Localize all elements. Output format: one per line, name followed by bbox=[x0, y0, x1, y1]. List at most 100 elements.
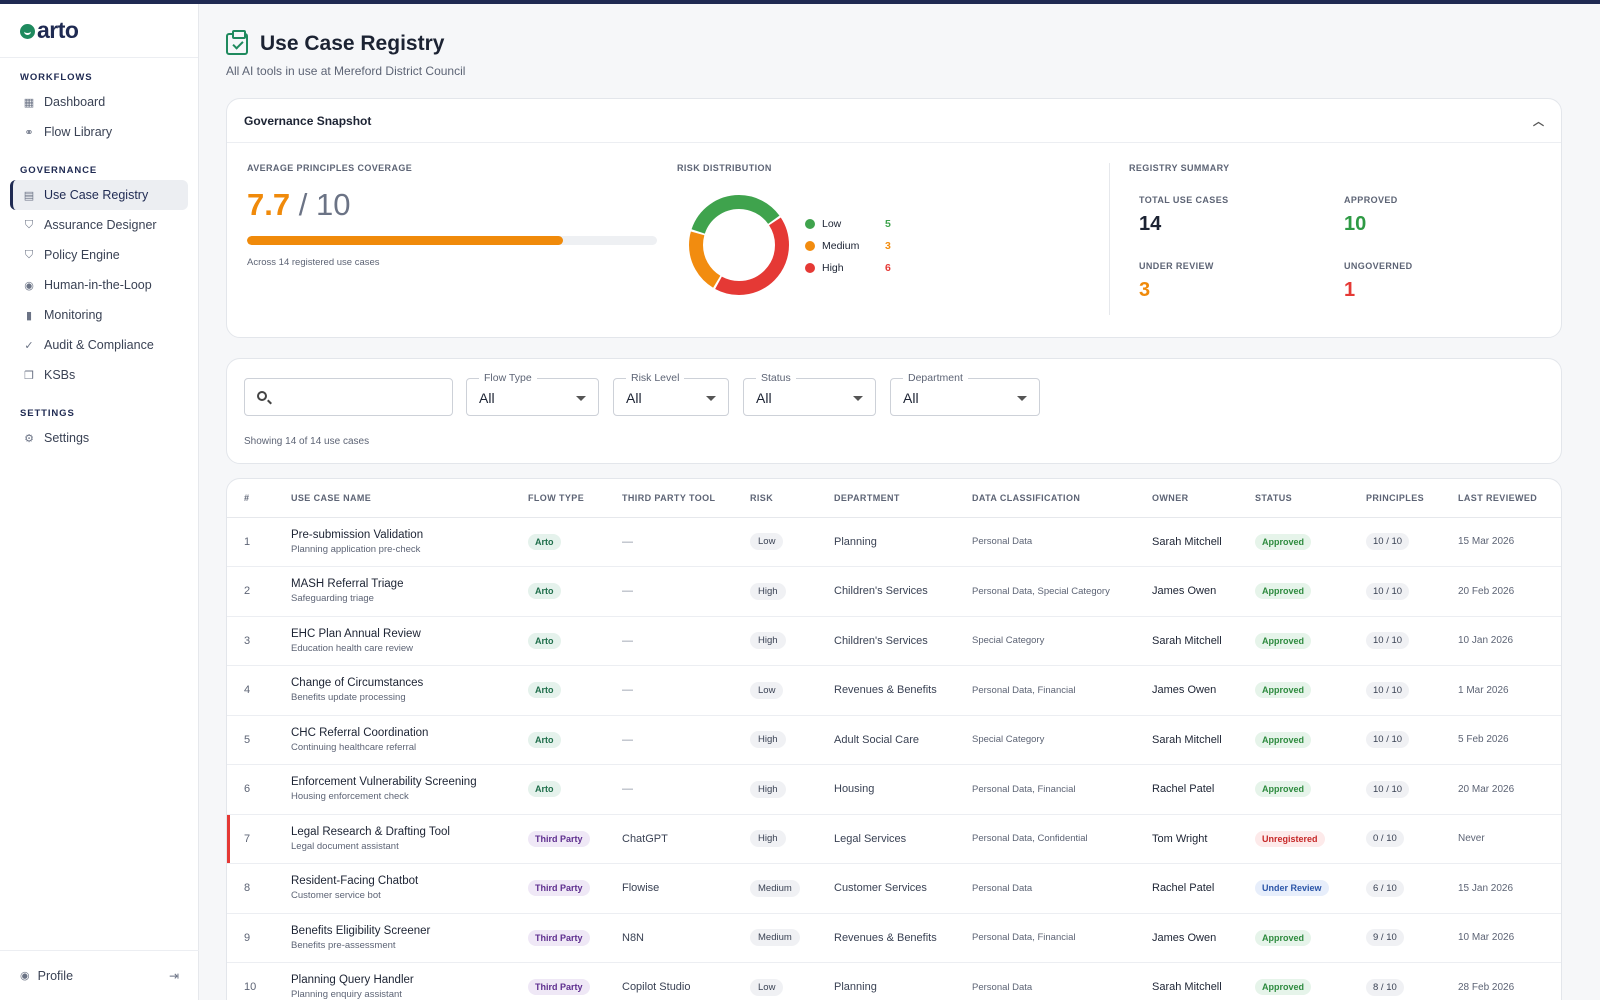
col-header-name[interactable]: USE CASE NAME bbox=[291, 479, 528, 518]
flow-type-badge: Third Party bbox=[528, 979, 590, 996]
use-case-name[interactable]: Resident-Facing Chatbot bbox=[291, 875, 419, 888]
col-header-status[interactable]: STATUS bbox=[1255, 479, 1366, 518]
col-header-data-classification[interactable]: DATA CLASSIFICATION bbox=[972, 479, 1152, 518]
stat-label: TOTAL USE CASES bbox=[1139, 195, 1229, 205]
principles-cell: 10 / 10 bbox=[1366, 566, 1458, 617]
use-case-description: Continuing healthcare referral bbox=[291, 741, 417, 753]
use-case-cell: EHC Plan Annual Review Education health c… bbox=[291, 616, 528, 666]
sidebar-item-use-case-registry[interactable]: ▤ Use Case Registry bbox=[10, 180, 188, 210]
use-case-name[interactable]: Enforcement Vulnerability Screening bbox=[291, 776, 477, 789]
donut-slice-low[interactable] bbox=[689, 195, 789, 295]
risk-cell: Medium bbox=[750, 913, 834, 963]
data-classification: Personal Data, Special Category bbox=[972, 566, 1152, 617]
use-case-name[interactable]: Change of Circumstances bbox=[291, 677, 424, 690]
use-case-name[interactable]: Benefits Eligibility Screener bbox=[291, 924, 431, 937]
use-case-name[interactable]: EHC Plan Annual Review bbox=[291, 627, 421, 640]
use-case-name[interactable]: Legal Research & Drafting Tool bbox=[291, 825, 450, 838]
principles-cell: 6 / 10 bbox=[1366, 863, 1458, 914]
status-cell: Approved bbox=[1255, 517, 1366, 567]
profile-label: Profile bbox=[37, 968, 74, 983]
sidebar-item-human-in-the-loop[interactable]: ◉ Human-in-the-Loop bbox=[10, 270, 188, 300]
use-case-name[interactable]: Planning Query Handler bbox=[291, 974, 414, 987]
use-case-name[interactable]: Pre-submission Validation bbox=[291, 528, 424, 541]
table-row[interactable]: 4 Change of Circumstances Benefits update … bbox=[227, 665, 1561, 716]
col-header-number[interactable]: # bbox=[227, 479, 291, 518]
flow-type-badge: Arto bbox=[528, 682, 561, 699]
search-box[interactable] bbox=[244, 378, 453, 416]
profile-item[interactable]: ◉ Profile ⇥ bbox=[0, 950, 199, 1000]
last-reviewed: 20 Mar 2026 bbox=[1458, 764, 1561, 815]
gear-icon: ⚙ bbox=[24, 432, 34, 445]
col-header-owner[interactable]: OWNER bbox=[1152, 479, 1255, 518]
select-label: Department bbox=[903, 372, 968, 384]
use-case-cell: MASH Referral Triage Safeguarding triage bbox=[291, 566, 528, 617]
use-case-name[interactable]: CHC Referral Coordination bbox=[291, 726, 429, 739]
third-party-tool: — bbox=[622, 715, 750, 765]
col-header-flow-type[interactable]: FLOW TYPE bbox=[528, 479, 622, 518]
coverage-label: AVERAGE PRINCIPLES COVERAGE bbox=[247, 163, 413, 173]
filters-panel: Flow Type All Risk Level All Status All … bbox=[226, 358, 1562, 464]
data-classification: Special Category bbox=[972, 715, 1152, 765]
table-row[interactable]: 5 CHC Referral Coordination Continuing hea… bbox=[227, 715, 1561, 765]
flow-type-cell: Third Party bbox=[528, 962, 622, 1000]
table-row[interactable]: 8 Resident-Facing Chatbot Customer service… bbox=[227, 863, 1561, 914]
col-header-department[interactable]: DEPARTMENT bbox=[834, 479, 972, 518]
flow-type-badge: Third Party bbox=[528, 880, 590, 897]
brand-logo[interactable]: arto bbox=[0, 4, 198, 58]
table-row[interactable]: 2 MASH Referral Triage Safeguarding triage… bbox=[227, 566, 1561, 617]
status-cell: Approved bbox=[1255, 764, 1366, 815]
principles-badge: 8 / 10 bbox=[1366, 978, 1404, 996]
sidebar-item-settings[interactable]: ⚙ Settings bbox=[10, 423, 188, 453]
department: Legal Services bbox=[834, 814, 972, 864]
use-case-name[interactable]: MASH Referral Triage bbox=[291, 578, 404, 591]
sidebar-item-monitoring[interactable]: ▮ Monitoring bbox=[10, 300, 188, 330]
snapshot-header[interactable]: Governance Snapshot ︿ bbox=[227, 99, 1561, 143]
sidebar-item-policy-engine[interactable]: ⛉ Policy Engine bbox=[10, 240, 188, 270]
table-row[interactable]: 6 Enforcement Vulnerability Screening Hous… bbox=[227, 764, 1561, 815]
last-reviewed: 1 Mar 2026 bbox=[1458, 665, 1561, 716]
sidebar-item-ksbs[interactable]: ❐ KSBs bbox=[10, 360, 188, 390]
sidebar-item-audit-compliance[interactable]: ✓ Audit & Compliance bbox=[10, 330, 188, 360]
col-header-principles[interactable]: PRINCIPLES bbox=[1366, 479, 1458, 518]
table-row[interactable]: 10 Planning Query Handler Planning enquiry… bbox=[227, 962, 1561, 1000]
owner: Sarah Mitchell bbox=[1152, 616, 1255, 666]
stack-icon: ❐ bbox=[24, 369, 34, 382]
flow-type-select[interactable]: Flow Type All bbox=[466, 372, 599, 416]
department-select[interactable]: Department All bbox=[890, 372, 1040, 416]
status-cell: Unregistered bbox=[1255, 814, 1366, 864]
owner: Sarah Mitchell bbox=[1152, 962, 1255, 1000]
third-party-tool: — bbox=[622, 517, 750, 567]
caret-down-icon bbox=[1017, 396, 1027, 401]
risk-cell: High bbox=[750, 715, 834, 765]
status-cell: Approved bbox=[1255, 566, 1366, 617]
col-header-third-party-tool[interactable]: THIRD PARTY TOOL bbox=[622, 479, 750, 518]
use-case-description: Legal document assistant bbox=[291, 840, 399, 852]
risk-badge: High bbox=[750, 780, 786, 798]
arto-logo-icon bbox=[20, 24, 35, 39]
sidebar-item-flow-library[interactable]: ⚭ Flow Library bbox=[10, 117, 188, 147]
principles-cell: 0 / 10 bbox=[1366, 814, 1458, 864]
table-row[interactable]: 1 Pre-submission Validation Planning appli… bbox=[227, 517, 1561, 567]
donut-slice-high[interactable] bbox=[689, 195, 789, 295]
table-row[interactable]: 7 Legal Research & Drafting Tool Legal doc… bbox=[227, 814, 1561, 864]
search-icon bbox=[257, 391, 267, 401]
sidebar-item-label: Assurance Designer bbox=[44, 218, 157, 232]
table-row[interactable]: 3 EHC Plan Annual Review Education health … bbox=[227, 616, 1561, 666]
col-header-last-reviewed[interactable]: LAST REVIEWED bbox=[1458, 479, 1561, 518]
use-case-cell: Pre-submission Validation Planning applic… bbox=[291, 517, 528, 567]
flow-type-badge: Third Party bbox=[528, 929, 590, 946]
risk-level-select[interactable]: Risk Level All bbox=[613, 372, 729, 416]
donut-slice-medium[interactable] bbox=[689, 195, 789, 295]
use-case-cell: Change of Circumstances Benefits update p… bbox=[291, 665, 528, 716]
use-case-description: Planning application pre-check bbox=[291, 543, 421, 555]
sidebar-item-assurance-designer[interactable]: ⛉ Assurance Designer bbox=[10, 210, 188, 240]
logout-icon[interactable]: ⇥ bbox=[168, 968, 179, 983]
legend-count: 3 bbox=[885, 240, 891, 252]
table-row[interactable]: 9 Benefits Eligibility Screener Benefits p… bbox=[227, 913, 1561, 963]
search-input[interactable] bbox=[275, 385, 445, 409]
chevron-up-icon[interactable]: ︿ bbox=[1533, 115, 1544, 128]
status-select[interactable]: Status All bbox=[743, 372, 876, 416]
sidebar-item-dashboard[interactable]: ▦ Dashboard bbox=[10, 87, 188, 117]
col-header-risk[interactable]: RISK bbox=[750, 479, 834, 518]
flow-type-badge: Arto bbox=[528, 781, 561, 798]
